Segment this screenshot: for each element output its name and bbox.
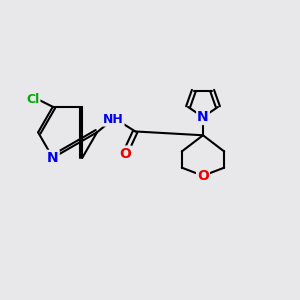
Text: N: N [47, 151, 58, 165]
Text: NH: NH [103, 112, 124, 126]
Text: O: O [119, 146, 131, 161]
Text: Cl: Cl [26, 93, 39, 106]
Text: O: O [197, 169, 209, 183]
Text: N: N [197, 110, 209, 124]
